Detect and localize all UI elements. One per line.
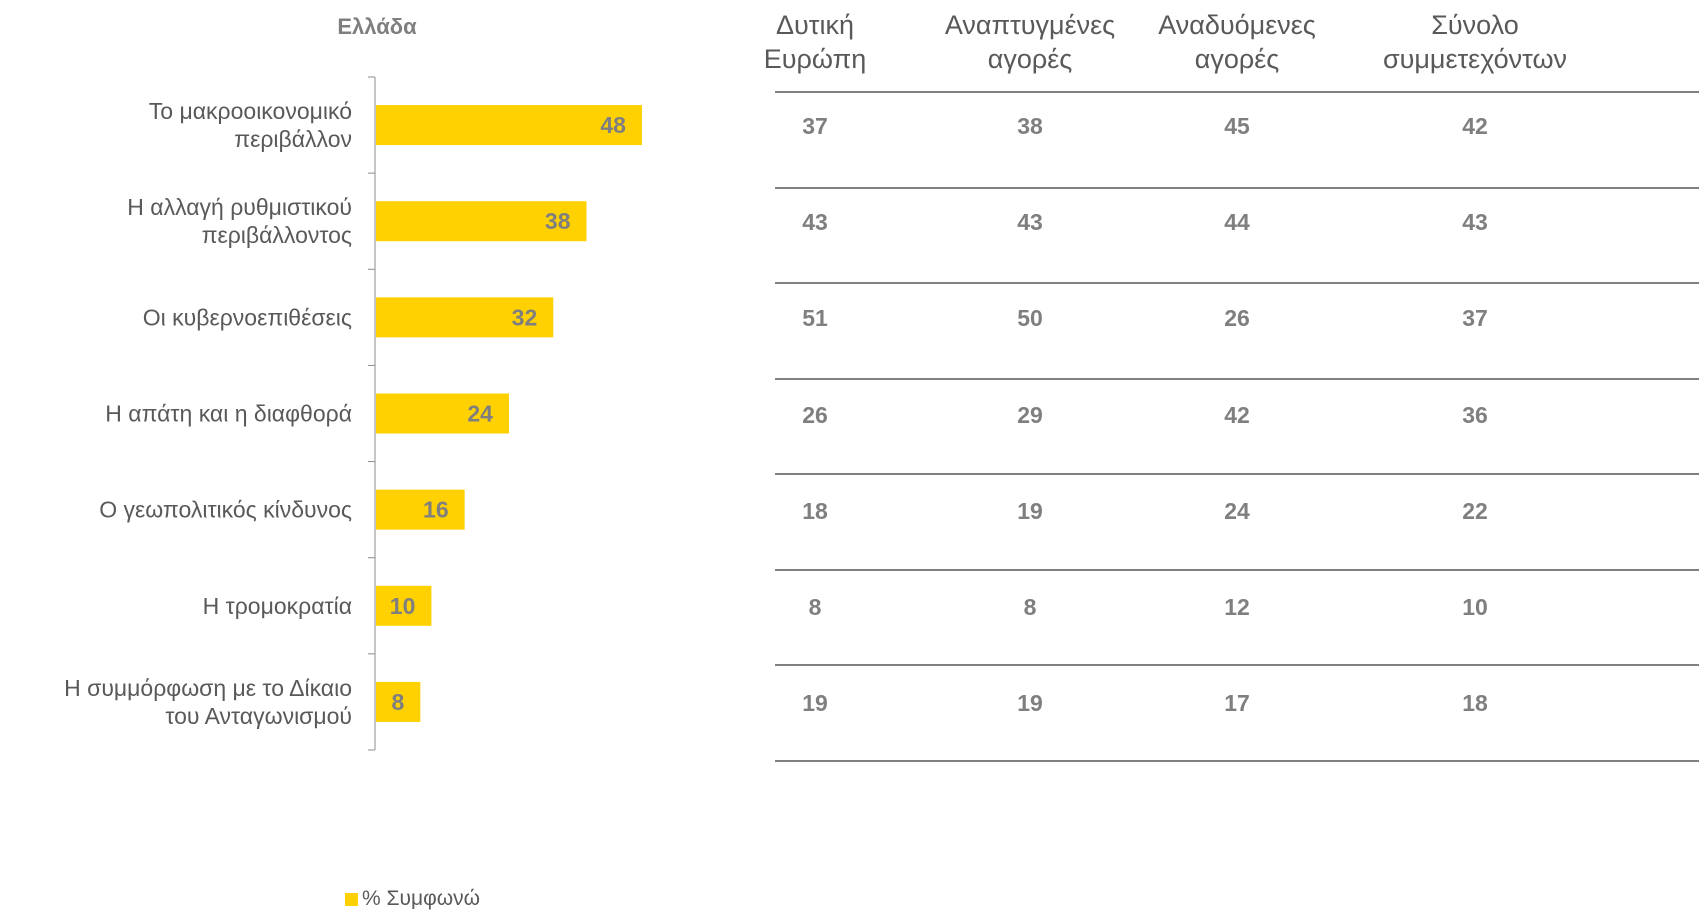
table-cell: 8 — [1023, 593, 1037, 620]
category-labels: Το μακροοικονομικό περιβάλλον Η αλλαγή ρυθ… — [64, 98, 352, 729]
table-cell: 37 — [802, 113, 828, 140]
table-cell: 42 — [1224, 401, 1250, 428]
category-label: Ο γεωπολιτικός κίνδυνος — [99, 497, 352, 523]
category-label: Η τρομοκρατία — [203, 593, 352, 619]
table-cell: 45 — [1224, 113, 1250, 140]
chart-title: Ελλάδα — [337, 14, 417, 39]
table-column-header-line: Ευρώπη — [763, 44, 867, 74]
bar — [376, 681, 421, 722]
bars: 48 38 32 24 16 10 8 — [376, 105, 642, 722]
category-axis — [368, 76, 376, 751]
table-cell: 26 — [1224, 305, 1250, 332]
table-rule — [775, 759, 1699, 762]
table-cell: 8 — [808, 593, 822, 620]
table-rule — [775, 473, 1699, 475]
category-label: Οι κυβερνοεπιθέσεις — [143, 304, 352, 330]
table-column-header-line: Αναπτυγμένες — [944, 10, 1116, 40]
table-cell: 18 — [1462, 689, 1488, 716]
bar — [376, 393, 509, 434]
table-cell: 10 — [1462, 593, 1488, 620]
category-label: Το μακροοικονομικό περιβάλλον — [149, 98, 352, 152]
table-cell: 24 — [1224, 497, 1250, 524]
comparison-table: Δυτική Ευρώπη Αναπτυγμένες αγορές Αναδυόμενε… — [764, 0, 1699, 762]
bar-value-label: 24 — [467, 401, 493, 427]
bar — [376, 297, 554, 338]
table-cell: 44 — [1224, 209, 1250, 236]
bar-value-label: 8 — [392, 689, 405, 715]
category-label: Η αλλαγή ρυθμιστικού περιβάλλοντος — [127, 194, 352, 248]
table-rule — [775, 91, 1699, 93]
table-cell: 37 — [1462, 305, 1488, 332]
legend-label: % Συμφωνώ — [362, 887, 480, 910]
table-cell: 43 — [1462, 209, 1488, 236]
bar-value-label: 10 — [390, 593, 416, 619]
table-column-header-line: Δυτική — [776, 10, 854, 40]
table-header: Δυτική Ευρώπη Αναπτυγμένες αγορές Αναδυόμενε… — [764, 0, 1699, 100]
table-column-header-line: αγορές — [1194, 44, 1280, 74]
table-cell: 29 — [1017, 401, 1043, 428]
table-rule — [775, 664, 1699, 666]
bar-value-label: 48 — [600, 112, 626, 138]
bar-value-label: 38 — [545, 208, 571, 234]
table-rule — [775, 186, 1699, 189]
table-cell: 17 — [1224, 689, 1250, 716]
table-cell: 19 — [802, 689, 828, 716]
table-column-header: Αναπτυγμένες αγορές — [920, 8, 1140, 76]
table-column-header: Σύνολο συμμετεχόντων — [1365, 8, 1585, 76]
table-rule — [775, 282, 1699, 284]
bar-value-label: 16 — [423, 497, 449, 523]
bar — [376, 201, 587, 242]
table-cell: 42 — [1462, 113, 1488, 140]
table-column-header: Αναδυόμενες αγορές — [1127, 8, 1347, 76]
table-rule — [775, 377, 1699, 380]
table-column-header-line: συμμετεχόντων — [1382, 44, 1568, 74]
legend: % Συμφωνώ — [345, 887, 480, 911]
table-column-header-line: αγορές — [987, 44, 1073, 74]
table-cell: 18 — [802, 497, 828, 524]
table-cell: 26 — [802, 401, 828, 428]
table-column-header-line: Σύνολο — [1431, 10, 1519, 40]
table-rule — [775, 568, 1699, 571]
category-label: Η συμμόρφωση με το Δίκαιο του Ανταγωνισμο… — [64, 675, 352, 729]
table-column-header: Δυτική Ευρώπη — [705, 8, 925, 76]
category-label: Η απάτη και η διαφθορά — [105, 401, 352, 427]
table-column-header-line: Αναδυόμενες — [1158, 10, 1316, 40]
table-cell: 38 — [1017, 113, 1043, 140]
bar-value-label: 32 — [512, 304, 538, 330]
table-cell: 19 — [1017, 689, 1043, 716]
bar — [376, 105, 642, 146]
table-cell: 36 — [1462, 401, 1488, 428]
table-cell: 12 — [1224, 593, 1250, 620]
table-cell: 51 — [802, 305, 828, 332]
table-cell: 43 — [1017, 209, 1043, 236]
table-cell: 22 — [1462, 497, 1488, 524]
bar — [376, 489, 465, 530]
greece-bar-chart: Ελλάδα 48 38 32 24 16 10 8 Το μακροοικονομικό π… — [64, 14, 642, 751]
legend-swatch — [345, 892, 358, 906]
bar — [376, 585, 432, 626]
table-cell: 19 — [1017, 497, 1043, 524]
table-cell: 50 — [1017, 305, 1043, 332]
table-cell: 43 — [802, 209, 828, 236]
